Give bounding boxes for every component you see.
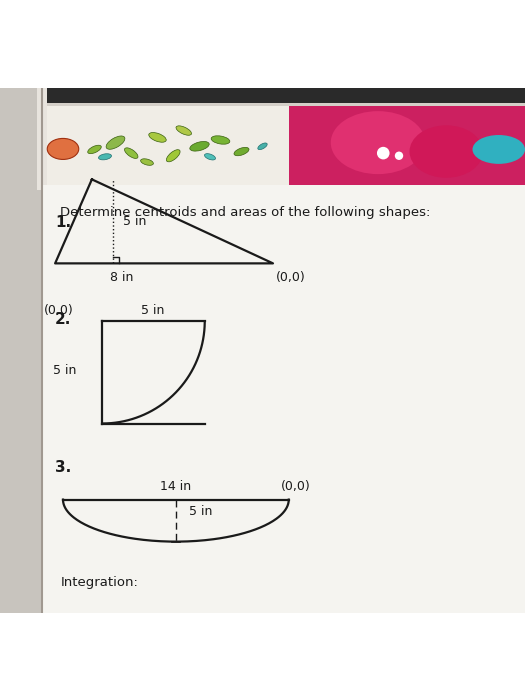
Text: Determine centroids and areas of the following shapes:: Determine centroids and areas of the fol… <box>60 206 430 218</box>
Bar <box>42 185 525 612</box>
Ellipse shape <box>176 126 192 135</box>
Ellipse shape <box>124 148 138 158</box>
Text: 8 in: 8 in <box>110 271 134 284</box>
Ellipse shape <box>149 132 166 142</box>
Ellipse shape <box>331 111 425 174</box>
Ellipse shape <box>190 141 209 151</box>
Bar <box>0 88 525 106</box>
Text: 5 in: 5 in <box>52 365 76 377</box>
Bar <box>289 106 525 190</box>
Ellipse shape <box>99 154 111 160</box>
Ellipse shape <box>166 150 180 162</box>
Text: Integration:: Integration: <box>60 576 138 589</box>
Text: 5 in: 5 in <box>141 304 164 318</box>
Text: (0,0): (0,0) <box>276 271 306 284</box>
Ellipse shape <box>211 136 230 144</box>
Circle shape <box>395 151 403 160</box>
Text: 5 in: 5 in <box>189 505 213 518</box>
Ellipse shape <box>234 148 249 155</box>
Text: 14 in: 14 in <box>160 480 192 493</box>
Ellipse shape <box>410 125 483 178</box>
Ellipse shape <box>88 145 101 154</box>
Text: 3.: 3. <box>55 461 71 475</box>
Text: 5 in: 5 in <box>123 215 147 228</box>
Text: 1.: 1. <box>55 214 71 230</box>
Bar <box>0 103 525 190</box>
Ellipse shape <box>47 139 79 160</box>
Bar <box>42 106 331 190</box>
Circle shape <box>377 147 390 160</box>
Bar <box>37 88 47 190</box>
Ellipse shape <box>258 143 267 150</box>
Text: (0,0): (0,0) <box>44 304 74 318</box>
Bar <box>0 88 42 612</box>
Ellipse shape <box>205 153 215 160</box>
Ellipse shape <box>106 136 125 149</box>
Text: 2.: 2. <box>55 312 71 327</box>
Text: (0,0): (0,0) <box>281 480 311 493</box>
Ellipse shape <box>472 135 525 164</box>
Ellipse shape <box>141 159 153 165</box>
